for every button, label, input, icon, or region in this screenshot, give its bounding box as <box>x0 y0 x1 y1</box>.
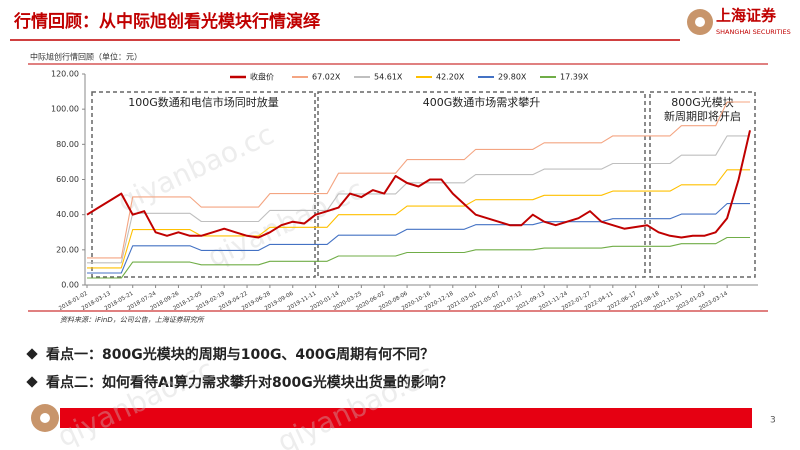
series-line <box>87 135 750 264</box>
series-line <box>87 236 750 279</box>
series-line <box>87 203 750 274</box>
chart-title: 中际旭创行情回顾（单位：元） <box>30 52 142 62</box>
legend-label: 17.39X <box>560 73 589 82</box>
series-line <box>86 130 751 239</box>
series-line <box>87 101 750 259</box>
watermark: qiyanbao.cc <box>272 358 438 450</box>
series-line <box>87 169 750 269</box>
page-number: 3 <box>770 416 776 426</box>
y-tick-label: 20.00 <box>56 245 79 254</box>
annotation: 400G数通市场需求攀升 <box>423 95 541 109</box>
bullet-1: 看点一：800G光模块的周期与100G、400G周期有何不同？ <box>26 346 434 363</box>
y-tick-label: 100.00 <box>51 105 79 114</box>
y-tick-label: 40.00 <box>56 210 79 219</box>
y-tick-label: 120.00 <box>51 70 79 79</box>
logo-en: SHANGHAI SECURITIES <box>716 28 791 36</box>
slide-title: 行情回顾：从中际旭创看光模块行情演绎 <box>13 11 321 32</box>
logo: 上海证券 SHANGHAI SECURITIES <box>687 7 791 36</box>
footer-logo-center <box>40 413 50 423</box>
bullet-text: 看点一：800G光模块的周期与100G、400G周期有何不同？ <box>45 346 434 363</box>
watermark: qiyanbao.cc <box>112 118 278 219</box>
legend-label: 收盘价 <box>250 72 274 82</box>
legend-label: 67.02X <box>312 73 341 82</box>
annotation: 100G数通和电信市场同时放量 <box>128 95 279 109</box>
watermark: qiyanbao.cc <box>52 353 218 450</box>
y-tick-label: 60.00 <box>56 175 79 184</box>
source: 资料来源：iFinD，公司公告，上海证券研究所 <box>60 316 205 324</box>
y-tick-label: 80.00 <box>56 140 79 149</box>
bullet-text: 看点二：如何看待AI算力需求攀升对800G光模块出货量的影响？ <box>45 374 453 391</box>
legend-label: 54.61X <box>374 73 403 82</box>
annotation: 800G光模块新周期即将开启 <box>664 95 741 123</box>
legend-label: 29.80X <box>498 73 527 82</box>
annotation-box <box>317 91 646 278</box>
annotation-box <box>91 91 316 278</box>
footer-bar <box>60 408 752 428</box>
annotation-box <box>649 91 756 278</box>
y-tick-label: 0.00 <box>61 281 79 290</box>
logo-cn: 上海证券 <box>716 7 777 25</box>
legend-label: 42.20X <box>436 73 465 82</box>
